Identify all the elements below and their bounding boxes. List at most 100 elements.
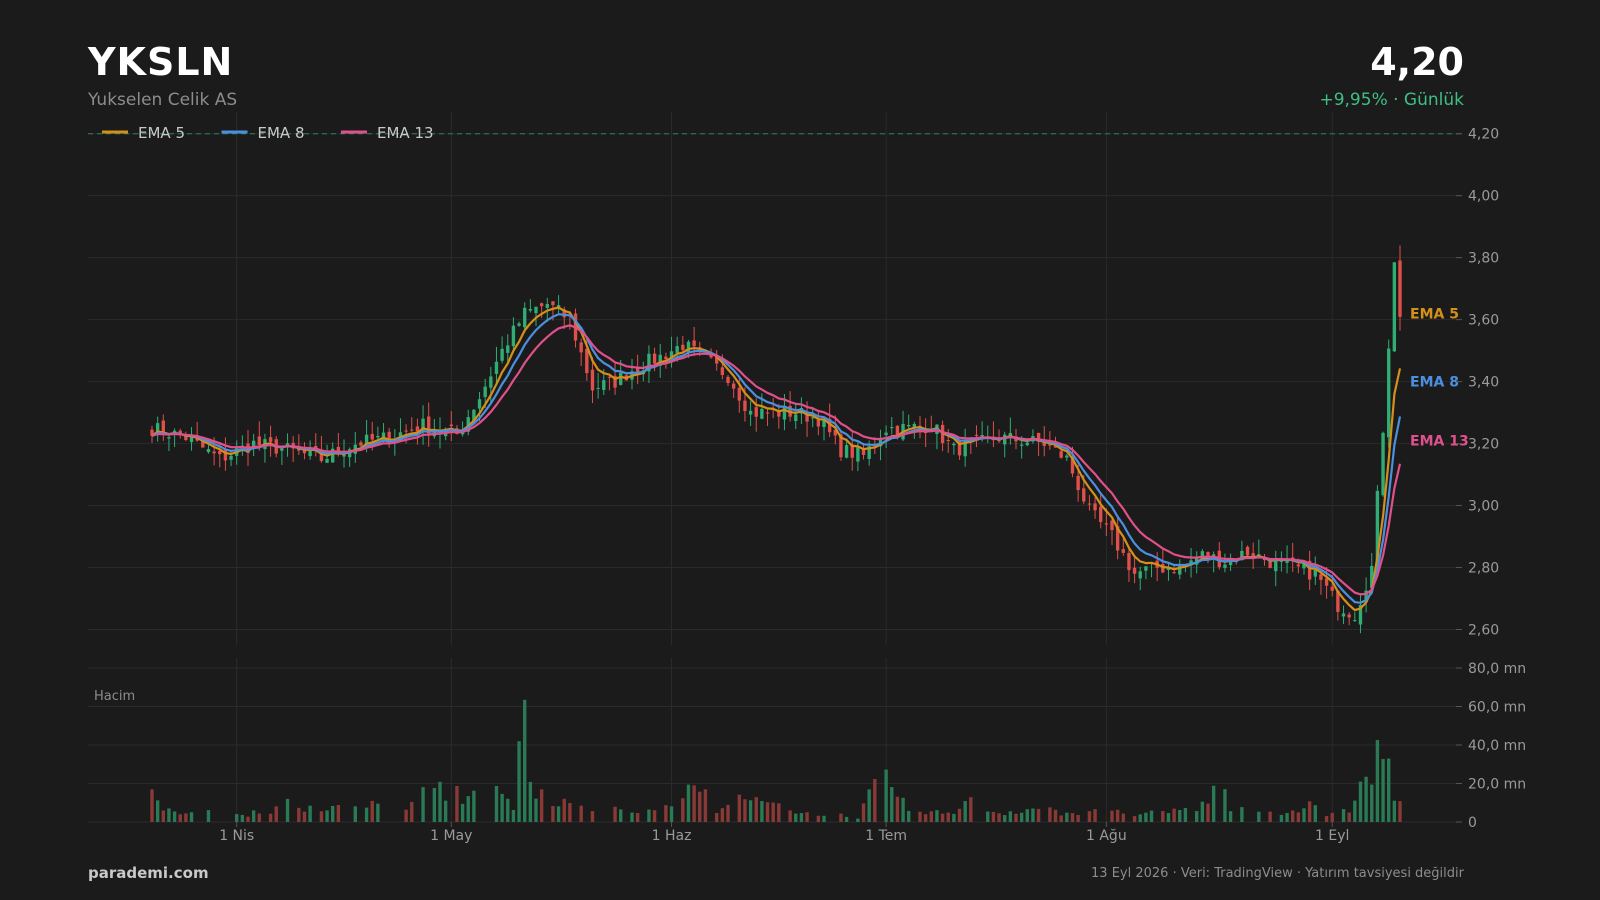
volume-tick-label: 80,0 mn [1468, 661, 1526, 677]
volume-bar [1387, 758, 1391, 822]
volume-bar [771, 802, 775, 822]
candle-body [839, 434, 843, 458]
candle-body [1110, 520, 1114, 531]
candle-body [726, 376, 730, 383]
candle-body [172, 430, 177, 433]
candle-body [404, 430, 408, 432]
volume-bar [1398, 801, 1402, 822]
candle-body [1268, 561, 1272, 568]
candle-body [528, 309, 533, 311]
ema-8-line [151, 313, 1402, 604]
volume-bar [918, 811, 922, 822]
volume-bar [1358, 781, 1363, 822]
volume-bar [816, 815, 821, 822]
candle-body [308, 449, 312, 457]
volume-bar [1200, 801, 1205, 822]
volume-bar [1025, 809, 1029, 822]
candle-body [619, 372, 623, 385]
volume-bar [788, 810, 792, 822]
candles [150, 245, 1402, 634]
volume-bar [297, 807, 301, 822]
volume-bar [251, 810, 256, 822]
legend-label: EMA 5 [138, 124, 185, 142]
volume-bar [997, 813, 1001, 822]
candle-body [794, 414, 798, 422]
volume-bar [698, 791, 702, 822]
volume-bar [1076, 815, 1080, 822]
price-change: +9,95% · Günlük [1319, 90, 1464, 110]
volume-bar [652, 810, 657, 822]
candle-body [280, 448, 284, 451]
volume-bar [692, 785, 696, 822]
volume-bar [839, 813, 843, 822]
candle-body [1353, 620, 1357, 622]
candle-body [822, 420, 826, 428]
time-tick-label: 1 Eyl [1315, 828, 1349, 844]
candle-body [534, 306, 538, 314]
candle-body [1341, 613, 1346, 617]
candle-body [1019, 444, 1024, 446]
candle-body [1087, 503, 1092, 505]
candle-body [1178, 565, 1182, 575]
volume-bar [184, 813, 188, 822]
candle-body [884, 432, 888, 436]
volume-bar [1228, 811, 1233, 822]
candle-body [681, 344, 685, 351]
volume-bar [619, 809, 623, 822]
candle-body [472, 409, 476, 422]
candle-body [1296, 564, 1301, 567]
volume-bar [1341, 809, 1346, 822]
volume-bar [1353, 800, 1357, 822]
candle-body [833, 429, 837, 436]
volume-bar [172, 811, 177, 822]
candle-body [251, 440, 256, 449]
volume-bar [635, 812, 640, 822]
volume-bar [167, 808, 171, 822]
volume-bar [455, 786, 459, 822]
candle-body [737, 387, 741, 401]
volume-bar [410, 801, 414, 822]
candle-body [545, 304, 549, 308]
volume-bar [946, 812, 950, 822]
candle-body [325, 459, 329, 463]
candle-body [907, 424, 911, 427]
candle-body [483, 386, 487, 398]
volume-tick-label: 0 [1468, 815, 1477, 831]
price-tick-label: 4,20 [1468, 127, 1499, 143]
volume-grid [88, 658, 1462, 823]
volume-bar [1093, 809, 1097, 822]
candle-body [1059, 451, 1063, 458]
ema-end-label: EMA 13 [1410, 433, 1469, 449]
volume-bar [556, 806, 561, 822]
candle-body [494, 361, 499, 374]
candle-body [1099, 506, 1103, 523]
candle-body [268, 437, 273, 442]
volume-bar [647, 809, 651, 822]
candle-body [760, 408, 764, 419]
candle-body [1347, 614, 1351, 618]
volume-bar [562, 798, 566, 822]
candle-body [167, 437, 171, 439]
volume-bar [748, 800, 753, 822]
candle-body [1104, 523, 1109, 525]
candle-body [856, 447, 860, 462]
candle-body [551, 301, 555, 306]
volume-bar [460, 803, 465, 822]
volume-bar [969, 797, 973, 822]
candle-body [1251, 553, 1255, 559]
volume-bar [1364, 776, 1368, 822]
candle-body [607, 376, 612, 378]
volume-bar [963, 801, 967, 822]
volume-bar [579, 805, 583, 822]
candle-body [376, 435, 380, 438]
candle-body [912, 423, 917, 428]
volume-bar [240, 814, 245, 822]
candle-body [1115, 526, 1120, 551]
volume-tick-label: 60,0 mn [1468, 700, 1526, 716]
ema-5-line [151, 306, 1402, 612]
volume-bar [1031, 808, 1035, 822]
candle-body [1387, 348, 1391, 438]
volume-bar [1161, 811, 1165, 822]
volume-bar [1330, 812, 1334, 822]
